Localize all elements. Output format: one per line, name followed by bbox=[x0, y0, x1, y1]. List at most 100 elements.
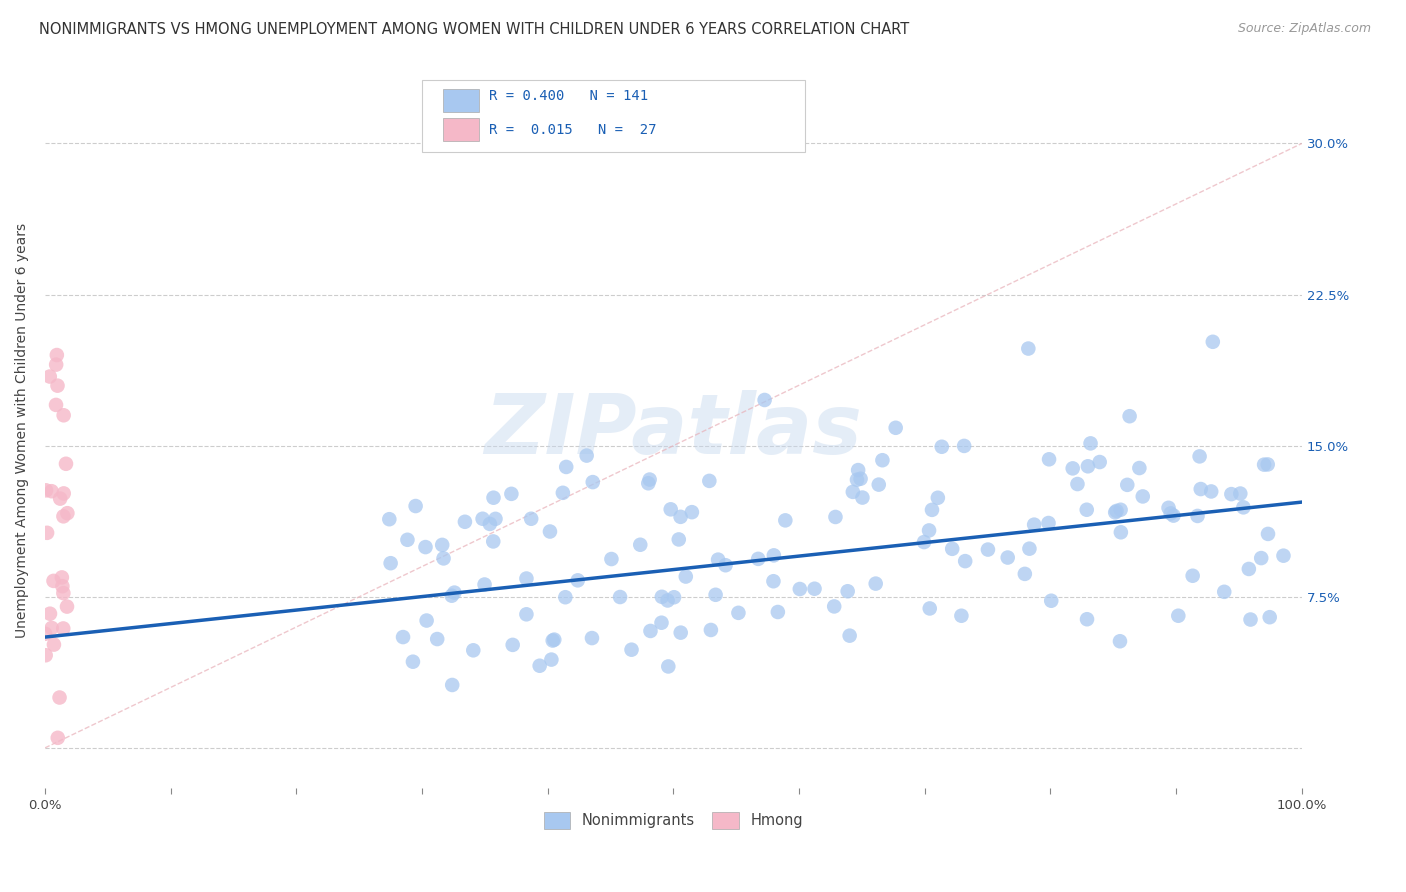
Point bbox=[637, 476, 659, 491]
Point bbox=[1237, 562, 1260, 576]
Point bbox=[1181, 568, 1204, 582]
Point bbox=[766, 605, 789, 619]
Point bbox=[846, 473, 869, 487]
Point bbox=[1024, 517, 1046, 532]
Point bbox=[538, 524, 561, 539]
Point bbox=[640, 624, 662, 638]
Point bbox=[575, 449, 598, 463]
Point bbox=[502, 638, 524, 652]
Point bbox=[482, 534, 505, 549]
Point bbox=[39, 607, 62, 621]
Point bbox=[35, 483, 58, 498]
Point bbox=[1038, 516, 1060, 530]
Point bbox=[884, 421, 907, 435]
Point bbox=[650, 615, 672, 630]
Point bbox=[48, 690, 70, 705]
Text: NONIMMIGRANTS VS HMONG UNEMPLOYMENT AMONG WOMEN WITH CHILDREN UNDER 6 YEARS CORR: NONIMMIGRANTS VS HMONG UNEMPLOYMENT AMON… bbox=[39, 22, 910, 37]
Point bbox=[1202, 334, 1225, 349]
Point bbox=[56, 506, 79, 520]
Point bbox=[1257, 527, 1279, 541]
Point bbox=[628, 538, 651, 552]
Point bbox=[415, 540, 437, 554]
Point bbox=[1220, 487, 1243, 501]
Point bbox=[41, 621, 63, 635]
Point bbox=[1077, 459, 1099, 474]
Point bbox=[34, 648, 56, 663]
Legend: Nonimmigrants, Hmong: Nonimmigrants, Hmong bbox=[538, 806, 808, 835]
Point bbox=[1105, 504, 1128, 518]
Point bbox=[868, 477, 890, 491]
Point bbox=[704, 588, 727, 602]
Point bbox=[1199, 484, 1222, 499]
Point bbox=[668, 533, 690, 547]
Point bbox=[56, 599, 79, 614]
Point bbox=[747, 552, 769, 566]
Point bbox=[543, 632, 565, 647]
Point bbox=[1076, 612, 1098, 626]
Point bbox=[609, 590, 631, 604]
Point bbox=[950, 608, 973, 623]
Point bbox=[529, 658, 551, 673]
Point bbox=[789, 582, 811, 596]
Point bbox=[378, 512, 401, 526]
Point bbox=[35, 525, 58, 540]
Point bbox=[1076, 502, 1098, 516]
Text: R = 0.400   N = 141: R = 0.400 N = 141 bbox=[489, 89, 648, 103]
Point bbox=[1189, 482, 1212, 496]
Point bbox=[581, 631, 603, 645]
Point bbox=[1250, 551, 1272, 566]
Point bbox=[567, 574, 589, 588]
Point bbox=[41, 484, 63, 499]
Text: Source: ZipAtlas.com: Source: ZipAtlas.com bbox=[1237, 22, 1371, 36]
Point bbox=[1157, 500, 1180, 515]
Point bbox=[1257, 458, 1279, 472]
Point bbox=[520, 512, 543, 526]
Point bbox=[823, 599, 845, 614]
Point bbox=[52, 409, 75, 423]
Point bbox=[953, 439, 976, 453]
Point bbox=[515, 572, 537, 586]
Point bbox=[42, 638, 65, 652]
Point bbox=[46, 378, 69, 392]
Point bbox=[824, 510, 846, 524]
Point bbox=[1167, 608, 1189, 623]
Point bbox=[515, 607, 537, 622]
Point bbox=[396, 533, 419, 547]
Point bbox=[1116, 478, 1139, 492]
Point bbox=[1128, 461, 1150, 475]
Point bbox=[1066, 477, 1088, 491]
Point bbox=[1014, 566, 1036, 581]
Point bbox=[51, 570, 73, 584]
Point bbox=[405, 499, 427, 513]
Point bbox=[1080, 436, 1102, 450]
Point bbox=[45, 398, 67, 412]
Point bbox=[620, 642, 643, 657]
Point bbox=[921, 503, 943, 517]
Point bbox=[432, 538, 454, 552]
Text: R =  0.015   N =  27: R = 0.015 N = 27 bbox=[489, 123, 657, 137]
Point bbox=[484, 512, 506, 526]
Point bbox=[443, 585, 465, 599]
Point bbox=[540, 652, 562, 666]
Point bbox=[1160, 507, 1182, 521]
Point bbox=[1213, 584, 1236, 599]
Y-axis label: Unemployment Among Women with Children Under 6 years: Unemployment Among Women with Children U… bbox=[15, 223, 30, 638]
Point bbox=[727, 606, 749, 620]
Point bbox=[45, 358, 67, 372]
Point bbox=[551, 485, 574, 500]
Point bbox=[918, 524, 941, 538]
Point bbox=[931, 440, 953, 454]
Point bbox=[775, 513, 797, 527]
Point bbox=[1017, 342, 1039, 356]
Point bbox=[842, 484, 865, 499]
Point bbox=[471, 512, 494, 526]
Point bbox=[659, 502, 682, 516]
Point bbox=[426, 632, 449, 646]
Point bbox=[675, 569, 697, 583]
Point bbox=[52, 509, 75, 524]
Point bbox=[541, 633, 564, 648]
Point bbox=[846, 463, 869, 477]
Point bbox=[638, 473, 661, 487]
Point bbox=[1118, 409, 1140, 424]
Point bbox=[1132, 490, 1154, 504]
